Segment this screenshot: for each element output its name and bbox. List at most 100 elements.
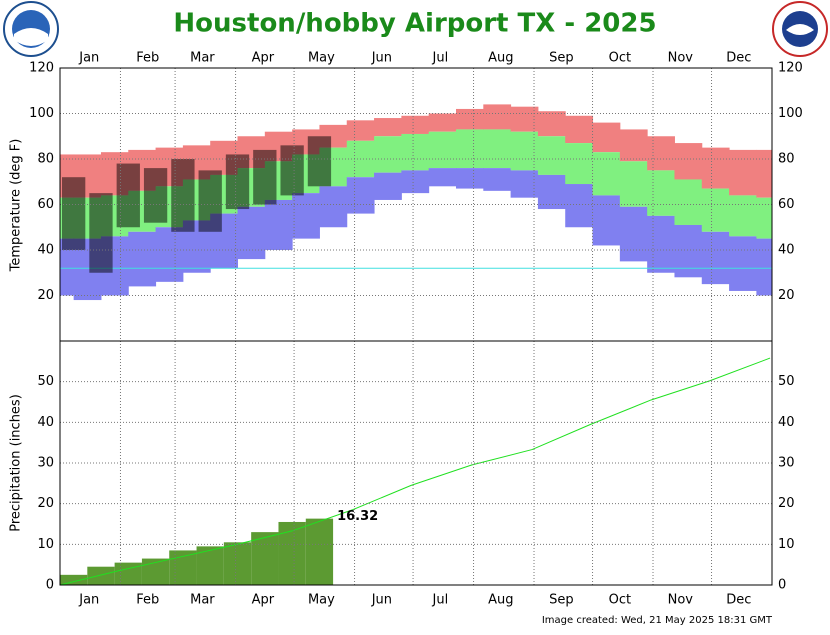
range-bar — [647, 136, 675, 171]
range-bar — [455, 108, 484, 130]
observed-bar — [253, 149, 277, 205]
range-bar — [60, 238, 75, 296]
precip-bar — [305, 518, 334, 585]
observed-bar — [225, 154, 250, 210]
range-bar — [428, 113, 457, 132]
range-bar — [565, 115, 594, 144]
precip-bar — [251, 532, 279, 585]
range-bar — [756, 149, 772, 198]
y-tick-label: 20 — [37, 288, 54, 303]
range-bar — [647, 170, 675, 216]
range-bar — [701, 188, 730, 232]
range-bar — [483, 129, 512, 169]
x-tick-label: Jun — [371, 51, 392, 66]
range-bar — [346, 120, 375, 141]
data-label: 16.32 — [337, 509, 378, 524]
range-bar — [128, 231, 157, 287]
range-bar — [729, 149, 757, 196]
x-tick-label: Jul — [432, 51, 449, 66]
plot-area — [60, 357, 771, 585]
y-tick-label: 100 — [778, 106, 803, 121]
panel-frame — [59, 340, 773, 586]
x-tick-label: Mar — [190, 51, 215, 66]
y-tick-label: 20 — [778, 288, 795, 303]
range-bar — [428, 131, 457, 169]
observed-bar — [116, 163, 140, 228]
range-bar — [292, 193, 320, 239]
range-bar — [374, 118, 402, 137]
y-tick-label: 10 — [778, 537, 795, 552]
range-bar — [483, 168, 512, 191]
y-tick-label: 20 — [778, 496, 795, 511]
range-bar — [510, 131, 539, 171]
normal-line — [60, 357, 771, 585]
x-tick-label: Feb — [136, 593, 159, 608]
observed-bar — [171, 159, 195, 232]
y-tick-label: 120 — [29, 61, 54, 76]
y-tick-label: 10 — [37, 537, 54, 552]
range-bar — [701, 147, 730, 189]
range-bar — [264, 199, 293, 250]
y-tick-label: 100 — [29, 106, 54, 121]
x-tick-label: Jun — [371, 593, 392, 608]
y-tick-label: 80 — [778, 152, 795, 167]
noaa-logo — [3, 1, 59, 57]
y-tick-label: 80 — [37, 152, 54, 167]
range-bar — [455, 168, 484, 189]
y-tick-label: 0 — [46, 578, 54, 593]
y-tick-label: 0 — [778, 578, 786, 593]
range-bar — [237, 206, 266, 260]
precip-bar — [87, 566, 115, 585]
range-bar — [401, 133, 430, 171]
x-tick-label: Apr — [252, 593, 275, 608]
precip-bar — [114, 562, 142, 585]
range-bar — [674, 179, 703, 225]
x-tick-label: Jan — [78, 593, 99, 608]
y-tick-label: 60 — [37, 197, 54, 212]
range-bar — [374, 172, 402, 200]
x-tick-label: Dec — [726, 51, 751, 66]
observed-bar — [89, 193, 113, 273]
y-tick-label: 20 — [37, 496, 54, 511]
x-tick-label: Sep — [549, 593, 574, 608]
range-bar — [455, 129, 484, 169]
range-bar — [565, 143, 594, 185]
range-bar — [647, 215, 675, 273]
x-tick-label: May — [308, 593, 335, 608]
range-bar — [401, 115, 430, 134]
y-tick-label: 30 — [37, 456, 54, 471]
precip-bar — [169, 550, 197, 585]
range-bar — [537, 136, 566, 175]
chart-title: Houston/hobby Airport TX - 2025 — [173, 9, 656, 39]
y-axis-label: Temperature (deg F) — [9, 139, 24, 273]
x-tick-label: Nov — [668, 51, 694, 66]
x-tick-label: Jan — [78, 51, 99, 66]
precip-bar — [60, 574, 88, 585]
observed-bar — [280, 145, 304, 196]
range-bar — [756, 238, 772, 296]
plot-area — [60, 104, 772, 301]
y-tick-label: 60 — [778, 197, 795, 212]
range-bar — [592, 122, 621, 153]
range-bar — [374, 136, 402, 173]
observed-bar — [198, 170, 222, 232]
x-tick-label: Nov — [668, 593, 694, 608]
x-tick-label: Mar — [190, 593, 215, 608]
range-bar — [537, 174, 566, 210]
y-tick-label: 120 — [778, 61, 803, 76]
range-bar — [729, 236, 757, 291]
range-bar — [319, 186, 348, 228]
x-tick-label: Oct — [609, 593, 631, 608]
x-tick-label: Oct — [609, 51, 631, 66]
range-bar — [701, 231, 730, 285]
range-bar — [756, 197, 772, 239]
range-bar — [592, 195, 621, 246]
range-bar — [428, 168, 457, 187]
range-bar — [155, 227, 184, 282]
x-tick-label: Jul — [432, 593, 449, 608]
y-tick-label: 50 — [778, 374, 795, 389]
observed-bar — [143, 168, 168, 223]
range-bar — [483, 104, 512, 130]
x-tick-label: Feb — [136, 51, 159, 66]
